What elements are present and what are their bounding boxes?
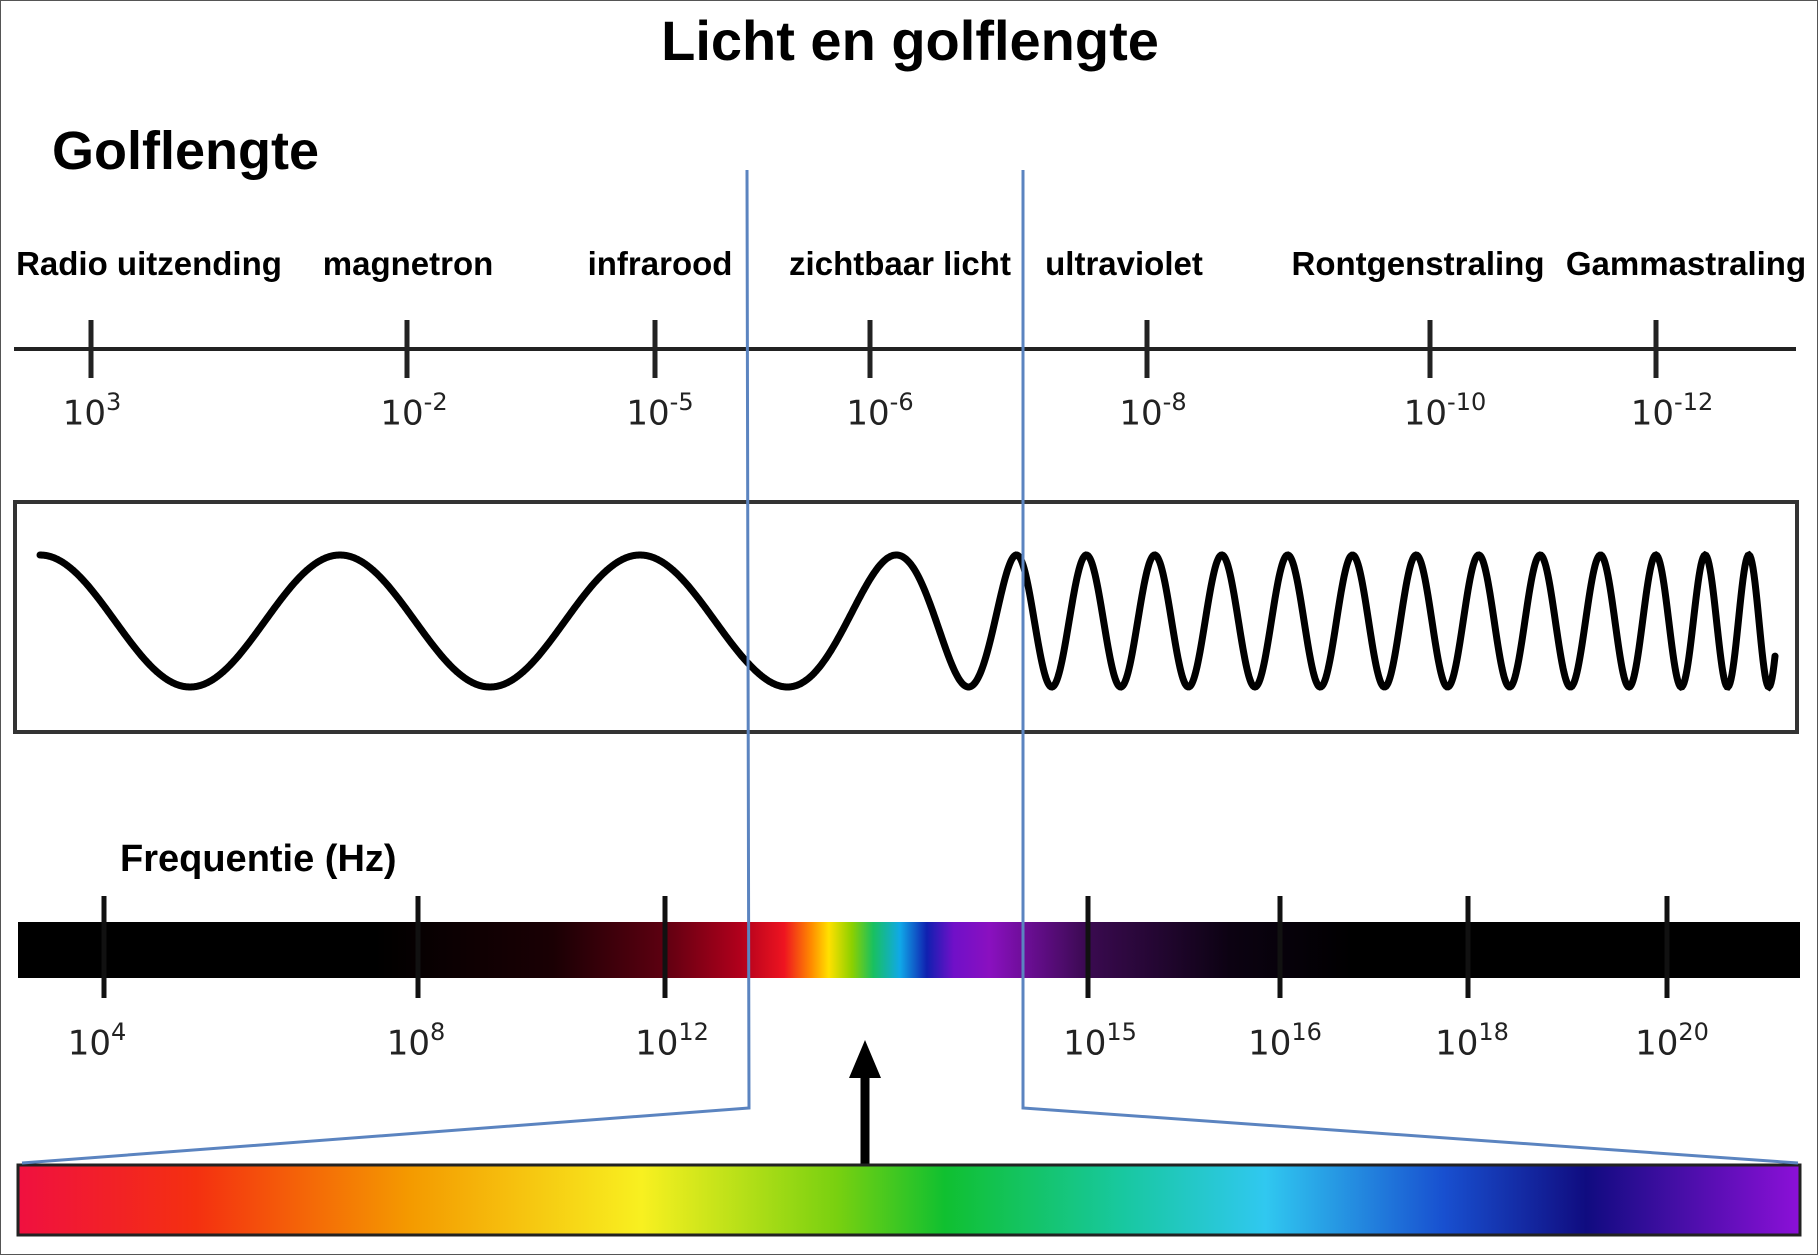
- wavelength-tick-label: 10-5: [626, 388, 694, 434]
- band-label-radio: Radio uitzending: [16, 245, 282, 282]
- wave-box: [13, 500, 1799, 734]
- frequency-tick-label: 104: [67, 1018, 127, 1064]
- wavelength-tick-label: 10-12: [1630, 388, 1714, 434]
- em-spectrum-bar: [18, 922, 1800, 978]
- frequency-tick-label: 1018: [1435, 1018, 1509, 1064]
- page-title: Licht en golflengte: [661, 9, 1159, 72]
- frequency-ticks: [101, 896, 1670, 998]
- em-wave: [36, 550, 1779, 692]
- wavelength-tick-label: 103: [62, 388, 122, 434]
- frequency-tick-label: 108: [386, 1018, 446, 1064]
- zoom-line-right: [1021, 170, 1799, 1165]
- zoom-lines: [21, 169, 1799, 1165]
- wavelength-tick-label: 10-8: [1119, 388, 1187, 434]
- wavelength-ticks: [88, 320, 1659, 378]
- visible-spectrum-bar: [16, 1163, 1802, 1237]
- wavelength-tick-label: 10-10: [1403, 388, 1487, 434]
- wavelength-tick-label: 10-2: [380, 388, 448, 434]
- zoom-line-left: [21, 169, 751, 1165]
- frequency-tick-label: 1016: [1248, 1018, 1322, 1064]
- band-label-ultraviolet: ultraviolet: [1045, 245, 1203, 282]
- band-label-gammastraling: Gammastraling: [1565, 245, 1807, 282]
- band-label-magnetron: magnetron: [322, 245, 494, 282]
- visible-arrow-head: [849, 1040, 881, 1078]
- frequency-tick-label: 1012: [635, 1018, 709, 1064]
- band-label-rontgenstraling: Rontgenstraling: [1291, 245, 1545, 282]
- frequency-heading: Frequentie (Hz): [120, 838, 397, 880]
- frequency-tick-label: 1020: [1635, 1018, 1709, 1064]
- wavelength-tick-label: 10-6: [846, 388, 914, 434]
- band-label-infrarood: infrarood: [587, 245, 733, 282]
- band-label-zichtbaar-licht: zichtbaar licht: [789, 245, 1011, 282]
- wavelength-heading: Golflengte: [52, 121, 319, 181]
- frequency-tick-label: 1015: [1063, 1018, 1137, 1064]
